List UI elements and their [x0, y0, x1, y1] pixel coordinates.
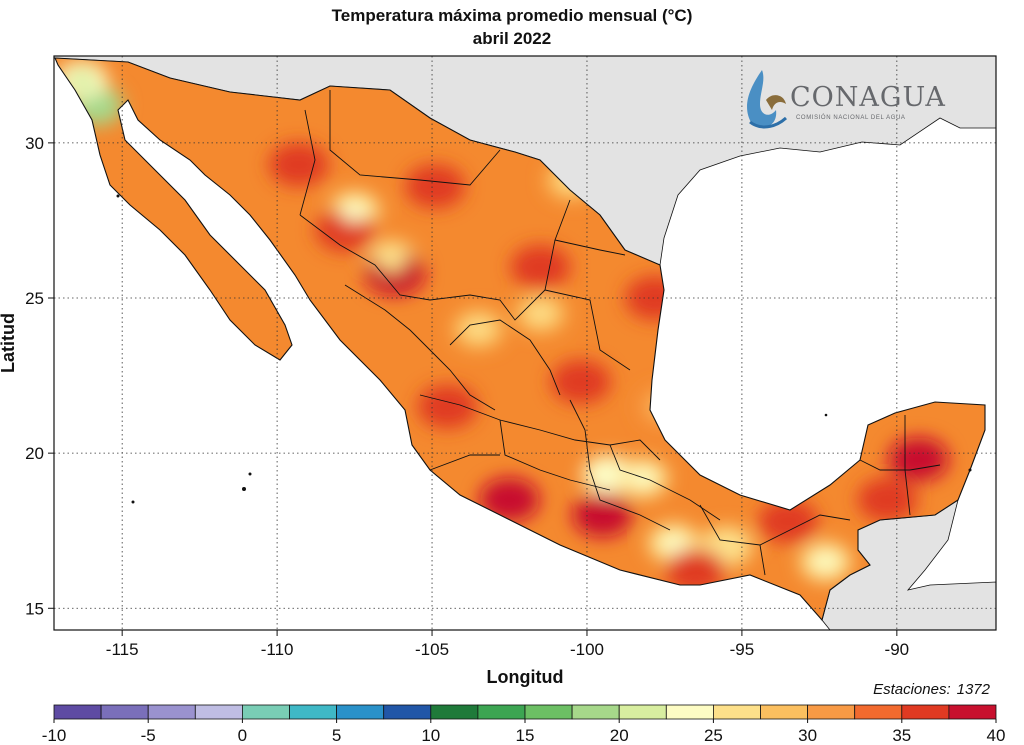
coolspot-core-2	[340, 200, 369, 223]
coolspot-core-3	[377, 249, 406, 272]
colorbar-tick-label-7: 25	[704, 726, 723, 745]
colorbar-swatch-13	[665, 704, 714, 720]
colorbar-swatch-9	[477, 704, 526, 720]
x-tick-label-2: -105	[415, 640, 449, 659]
hotspot-6	[572, 493, 633, 538]
coolspot-core-6	[594, 463, 623, 486]
hotspot-7	[758, 499, 819, 544]
colorbar-swatch-6	[336, 704, 385, 720]
colorbar-swatch-4	[241, 704, 290, 720]
state-borders	[299, 90, 941, 576]
y-tick-label-3: 30	[25, 134, 44, 153]
map-subtitle: abril 2022	[472, 29, 552, 48]
colorbar-swatch-5	[289, 704, 337, 720]
colorbar-swatch-8	[430, 704, 479, 720]
hotspot-5	[479, 477, 540, 522]
stations-label: Estaciones:	[873, 681, 951, 698]
colorbar-swatch-10	[524, 704, 573, 720]
colorbar-swatch-18	[901, 704, 950, 720]
coolspot-core-0	[83, 94, 112, 117]
colorbar-tick-label-1: -5	[141, 726, 156, 745]
islands	[116, 194, 972, 504]
y-tick-label-0: 15	[25, 599, 44, 618]
hotspot-1	[268, 142, 329, 187]
colorbar-tick-label-6: 20	[610, 726, 629, 745]
hotspot-12	[665, 549, 726, 594]
colorbar-swatch-17	[854, 704, 903, 720]
colorbar: -10 -5 0 5 10 15 20 25 30 35 40	[42, 704, 1006, 745]
y-tick-label-2: 25	[25, 289, 44, 308]
x-axis-title: Longitud	[487, 667, 564, 687]
colorbar-swatch-1	[100, 704, 149, 720]
x-tick-label-3: -100	[570, 640, 604, 659]
colorbar-swatch-15	[760, 704, 808, 720]
colorbar-tick-label-4: 10	[421, 726, 440, 745]
hotspot-9	[857, 477, 918, 522]
coolspot-core-9	[712, 535, 741, 558]
coolspot-core-10	[811, 550, 840, 573]
colorbar-tick-label-10: 40	[987, 726, 1006, 745]
colorbar-tick-label-2: 0	[238, 726, 247, 745]
logo-tagline: COMISIÓN NACIONAL DEL AGUA	[796, 114, 906, 121]
colorbar-swatch-14	[713, 704, 761, 720]
colorbar-swatch-16	[807, 704, 856, 720]
colorbar-swatch-11	[571, 704, 620, 720]
logo-name: CONAGUA	[790, 82, 946, 113]
coolspot-core-4	[464, 318, 493, 341]
hotspot-11	[417, 384, 478, 429]
colorbar-tick-label-8: 30	[798, 726, 817, 745]
x-tick-label-0: -115	[106, 640, 139, 659]
x-tick-label-5: -90	[885, 640, 910, 659]
plot-area	[53, 55, 997, 631]
mexico-coastline	[54, 57, 986, 622]
stations-count: Estaciones: 1372	[867, 681, 990, 698]
axis-ticks: -115 -110 -105 -100 -95 -90 15 20 25 30	[25, 134, 909, 659]
x-tick-label-1: -110	[261, 640, 294, 659]
hotspot-8	[888, 437, 949, 482]
colorbar-tick-label-9: 35	[892, 726, 911, 745]
colorbar-swatch-19	[948, 704, 997, 720]
colorbar-swatch-12	[618, 704, 667, 720]
colorbar-tick-label-0: -10	[42, 726, 67, 745]
map-title: Temperatura máxima promedio mensual (°C)	[331, 6, 693, 25]
colorbar-tick-label-3: 5	[332, 726, 341, 745]
colorbar-swatch-0	[53, 704, 102, 720]
colorbar-swatch-7	[383, 704, 432, 720]
water-drop-icon	[747, 70, 777, 128]
coolspot-core-1	[67, 69, 96, 92]
hotspot-2	[510, 244, 571, 289]
conagua-logo: CONAGUA COMISIÓN NACIONAL DEL AGUA	[747, 70, 946, 129]
hotspot-3	[550, 359, 611, 404]
colorbar-swatch-2	[147, 704, 196, 720]
hotspot-0	[405, 164, 466, 209]
colorbar-swatch-3	[194, 704, 243, 720]
y-axis-title: Latitud	[0, 313, 18, 373]
grid-lines	[54, 56, 996, 630]
stations-value: 1372	[956, 681, 990, 698]
coolspot-core-8	[659, 532, 688, 555]
colorbar-tick-label-5: 15	[516, 726, 535, 745]
x-tick-label-4: -95	[730, 640, 755, 659]
y-tick-label-1: 20	[25, 444, 44, 463]
coolspot-core-5	[526, 302, 555, 325]
